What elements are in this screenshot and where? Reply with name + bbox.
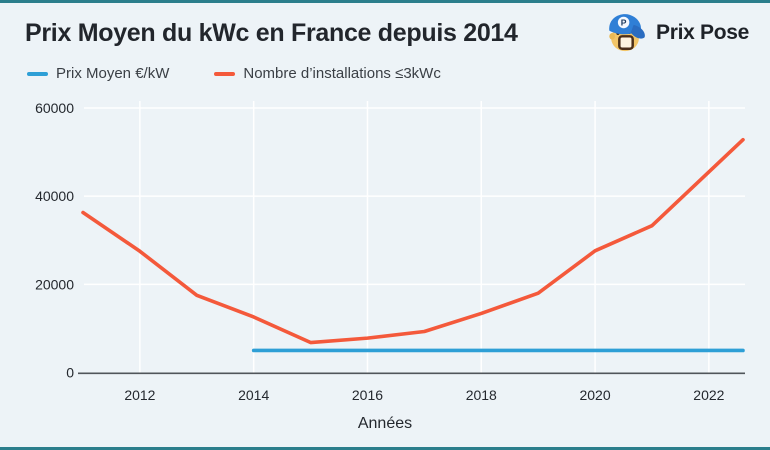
chart-legend: Prix Moyen €/kW Nombre d’installations ≤3… <box>27 65 486 82</box>
brand-logo[interactable]: P Prix Pose <box>605 10 749 55</box>
x-tick-label: 2020 <box>579 387 610 403</box>
x-tick-label: 2012 <box>124 387 155 403</box>
legend-swatch <box>27 71 48 76</box>
prixpose-mascot-icon: P <box>609 14 645 52</box>
legend-item-1[interactable]: Nombre d’installations ≤3kWc <box>214 65 441 82</box>
y-tick-label: 60000 <box>35 100 74 116</box>
x-tick-label: 2016 <box>352 387 383 403</box>
legend-item-0[interactable]: Prix Moyen €/kW <box>27 65 169 82</box>
brand-name: Prix Pose <box>656 20 750 44</box>
y-tick-label: 20000 <box>35 276 74 292</box>
chart-title: Prix Moyen du kWc en France depuis 2014 <box>25 19 518 47</box>
series-line-1[interactable] <box>81 137 745 345</box>
bottom-edge-bar <box>0 447 770 450</box>
legend-swatch <box>214 71 236 76</box>
legend-label: Prix Moyen €/kW <box>56 65 170 82</box>
y-tick-label: 40000 <box>35 188 74 204</box>
svg-text:P: P <box>621 18 627 28</box>
x-tick-label: 2018 <box>466 387 497 403</box>
x-tick-label: 2014 <box>238 387 269 403</box>
top-edge-bar <box>0 0 770 3</box>
legend-label: Nombre d’installations ≤3kWc <box>243 65 441 82</box>
x-tick-label: 2022 <box>693 387 724 403</box>
y-tick-label: 0 <box>66 365 74 381</box>
x-axis-title: Années <box>358 415 412 432</box>
